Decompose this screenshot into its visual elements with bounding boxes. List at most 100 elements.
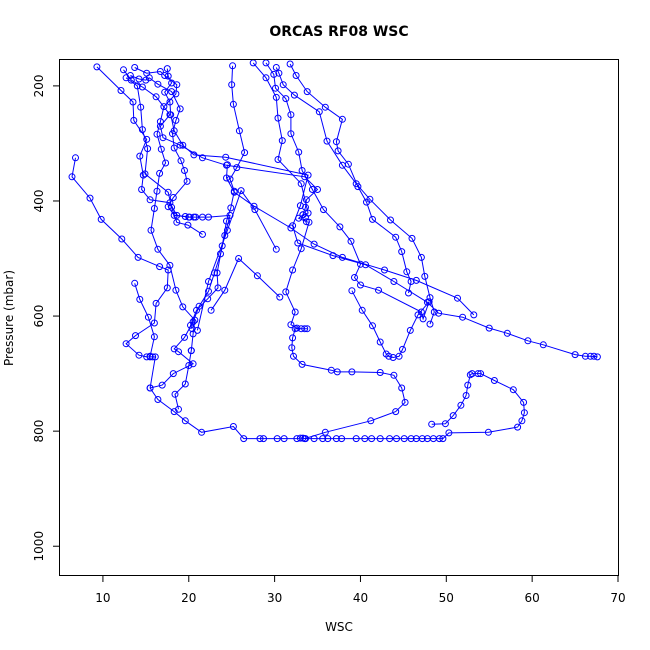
data-point [146,196,154,204]
data-point [430,308,438,316]
data-point [207,306,215,314]
data-point [117,87,125,94]
data-point [299,211,307,219]
data-point [129,98,137,106]
data-point [358,306,366,314]
data-point [485,324,493,332]
data-point [468,370,476,378]
data-point [351,274,358,281]
data-point [462,392,470,399]
data-point [407,435,415,443]
data-point [421,272,429,280]
data-point [223,217,230,225]
data-point [354,183,362,191]
data-point [292,72,300,79]
data-point [291,325,299,333]
data-point [130,116,138,124]
data-point [338,115,346,123]
data-point [490,377,498,384]
data-point [168,79,176,87]
data-point [172,116,180,124]
data-point [193,326,201,334]
data-point [190,213,198,221]
data-point [321,428,329,436]
data-point [156,122,164,130]
data-point [137,103,145,111]
data-point [262,60,270,67]
data-point [187,321,194,329]
data-point [401,398,409,406]
y-tick-label: 600 [32,305,46,328]
data-point [333,368,341,376]
data-point [205,287,212,295]
data-point [190,151,198,159]
series-8 [249,60,409,443]
data-point [172,90,180,98]
data-point [229,100,237,108]
data-point [295,214,303,222]
data-point [280,435,288,443]
data-point [324,435,332,443]
data-point [164,188,172,196]
data-point [392,233,400,241]
data-point [590,352,598,360]
series-17 [207,255,284,314]
y-axis-label: Pressure (mbar) [2,270,16,366]
data-point [146,384,154,392]
data-point [412,276,420,284]
data-point [297,245,305,253]
data-point [184,221,192,229]
data-point [376,338,384,346]
data-point [169,194,177,201]
data-point [399,345,406,353]
data-point [229,423,237,430]
data-point [143,69,151,77]
x-tick-label: 70 [610,591,625,605]
x-tick-label: 20 [181,591,196,605]
data-point [181,380,189,388]
data-point [571,351,579,359]
data-point [587,352,594,360]
data-point [393,435,400,443]
data-point [135,351,143,359]
data-point [369,215,376,223]
series-line [125,77,203,235]
data-point [229,62,237,70]
data-point [171,390,179,398]
data-point [187,347,195,355]
data-point [223,161,231,169]
data-point [205,213,212,221]
data-point [223,174,230,182]
data-point [319,435,327,443]
data-point [361,435,369,443]
data-point [466,371,474,379]
data-point [199,154,206,162]
data-point [484,428,492,436]
data-point [127,76,135,84]
data-point [301,325,309,333]
series-line [174,350,192,410]
data-point [344,160,352,168]
data-point [398,384,406,392]
data-point [142,76,150,84]
data-point [221,286,229,294]
data-point [262,74,270,82]
y-tick-label: 800 [32,420,46,443]
data-point [97,215,105,223]
data-point [134,253,142,261]
data-point [445,429,453,437]
data-point [144,145,152,153]
data-point [320,206,327,214]
x-tick-label: 60 [525,591,540,605]
data-point [298,360,306,368]
y-tick-label: 200 [32,74,46,97]
data-point [348,368,356,376]
data-point [426,320,434,328]
data-point [334,147,342,155]
data-point [154,80,162,88]
data-point [170,144,178,152]
data-point [138,126,146,134]
data-point [338,253,346,261]
data-point [347,237,355,245]
